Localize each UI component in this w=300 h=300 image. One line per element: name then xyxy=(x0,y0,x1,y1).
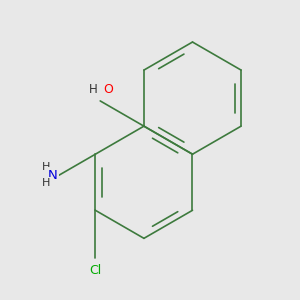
Text: H: H xyxy=(89,83,98,96)
Text: H: H xyxy=(42,178,50,188)
Text: Cl: Cl xyxy=(89,264,101,277)
Text: H: H xyxy=(42,162,50,172)
Text: N: N xyxy=(48,169,58,182)
Text: O: O xyxy=(103,83,113,96)
